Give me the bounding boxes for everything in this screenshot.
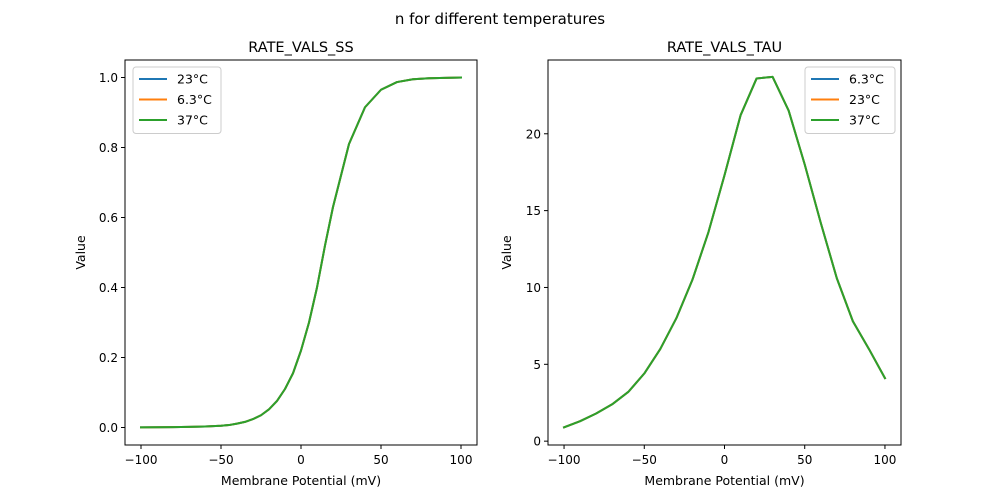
figure-suptitle: n for different temperatures [395, 10, 605, 28]
y-tick-label: 10 [526, 281, 541, 295]
y-tick-label: 0 [533, 435, 541, 449]
legend-label: 23°C [849, 92, 880, 107]
x-axis-label: Membrane Potential (mV) [644, 473, 804, 488]
legend-label: 37°C [849, 113, 880, 128]
legend-box [132, 66, 222, 134]
x-tick-label: 0 [297, 453, 305, 467]
y-tick-label: 20 [526, 127, 541, 141]
y-tick-label: 1.0 [99, 71, 118, 85]
x-axis-label: Membrane Potential (mV) [221, 473, 381, 488]
legend-label: 37°C [177, 113, 208, 128]
y-tick-label: 0.8 [99, 141, 118, 155]
subplot-title: RATE_VALS_SS [248, 40, 353, 56]
series-line-2 [139, 76, 463, 429]
y-tick-label: 0.2 [99, 351, 118, 365]
legend: 23°C 6.3°C 37°C [132, 66, 222, 134]
x-tick-label: −50 [208, 453, 233, 467]
x-tick-label: −100 [125, 453, 158, 467]
y-tick-label: 15 [526, 204, 541, 218]
x-tick-label: 100 [874, 453, 897, 467]
legend: 6.3°C 23°C 37°C [804, 66, 896, 134]
legend-label: 23°C [177, 72, 208, 87]
subplot-title: RATE_VALS_TAU [667, 40, 782, 56]
x-tick-label: −50 [632, 453, 657, 467]
subplot-rate-vals-tau: RATE_VALS_TAU −100 −50 0 50 100 0 5 10 15 20 Membra… [499, 40, 902, 488]
x-tick-label: 50 [797, 453, 812, 467]
x-tick-label: −100 [548, 453, 581, 467]
legend-label: 6.3°C [849, 72, 884, 87]
legend-label: 6.3°C [177, 92, 212, 107]
x-tick-label: 100 [450, 453, 473, 467]
subplot-rate-vals-ss: RATE_VALS_SS −100 −50 0 50 100 0.0 0.2 0.4 0.6 0.8… [73, 40, 478, 488]
legend-box [804, 66, 896, 134]
y-tick-label: 0.0 [99, 421, 118, 435]
y-tick-label: 0.4 [99, 281, 118, 295]
series-line-2 [562, 75, 887, 429]
y-tick-label: 5 [533, 358, 541, 372]
x-tick-label: 0 [721, 453, 729, 467]
y-tick-label: 0.6 [99, 211, 118, 225]
y-axis-label: Value [499, 235, 514, 270]
x-tick-label: 50 [373, 453, 388, 467]
y-axis-label: Value [73, 235, 88, 270]
